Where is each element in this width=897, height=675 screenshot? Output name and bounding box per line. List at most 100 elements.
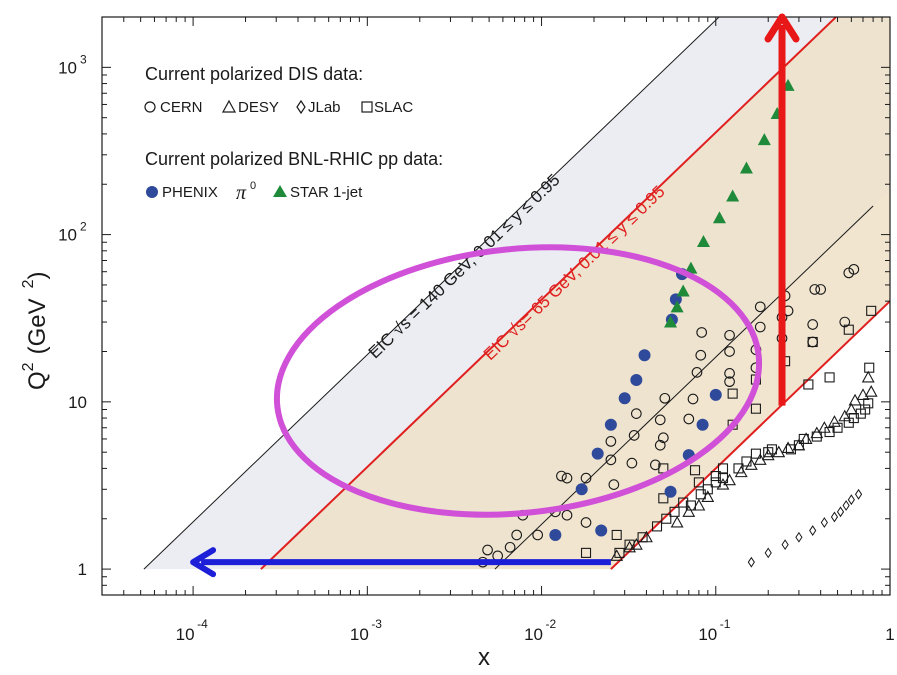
point-slac <box>710 471 721 482</box>
point-cern <box>815 284 827 295</box>
point-star-1-jet <box>664 315 678 328</box>
desy-legend-marker <box>221 99 237 113</box>
point-cern <box>608 479 620 490</box>
point-slac <box>637 532 648 543</box>
legend-jlab: JLab <box>308 99 341 116</box>
point-slac <box>614 547 625 558</box>
point-cern <box>561 472 573 484</box>
point-star-1-jet <box>739 161 753 174</box>
legend-phenix: PHENIX <box>162 184 218 201</box>
red-arrow-head <box>764 13 800 43</box>
point-cern <box>580 472 592 484</box>
point-desy <box>610 549 624 561</box>
x-axis-title: x <box>478 644 490 671</box>
point-phenix <box>618 392 631 405</box>
point-jlab <box>842 500 850 511</box>
point-cern <box>659 392 671 404</box>
x-tick-label-exp: -1 <box>720 617 731 631</box>
point-slac <box>661 513 672 524</box>
point-desy <box>761 448 775 461</box>
point-star-1-jet <box>712 211 726 224</box>
point-slac <box>864 362 875 373</box>
point-desy <box>861 370 875 383</box>
point-cern <box>724 368 735 379</box>
y-tick-label: 1 <box>78 560 87 579</box>
legend-pi: π <box>236 182 247 204</box>
point-desy <box>682 505 696 517</box>
point-slac <box>727 388 738 399</box>
highlight-ellipse <box>273 244 763 518</box>
y-tick-label-exp: 3 <box>80 52 87 66</box>
point-cern <box>683 413 695 425</box>
x-tick-label: 1 <box>885 625 894 644</box>
point-cern <box>657 432 669 444</box>
point-desy <box>701 490 715 502</box>
point-cern <box>556 470 567 482</box>
legend-star: STAR 1-jet <box>290 184 363 201</box>
point-jlab <box>795 531 803 543</box>
point-desy <box>864 385 878 397</box>
y-axis-title: Q2(GeV2) <box>20 272 51 391</box>
star-legend-marker <box>273 185 287 197</box>
point-desy <box>844 402 858 415</box>
point-slac <box>807 336 818 348</box>
y-tick-label: 10 <box>58 58 77 77</box>
x-tick-label-exp: -4 <box>197 617 208 631</box>
point-slac <box>741 456 752 467</box>
point-phenix <box>591 447 604 460</box>
point-desy <box>744 458 758 470</box>
legend-pi-sup: 0 <box>250 180 256 192</box>
point-jlab <box>747 556 755 568</box>
point-phenix <box>664 485 677 498</box>
point-cern <box>754 301 766 313</box>
point-slac <box>689 465 701 476</box>
point-cern <box>691 367 703 378</box>
point-jlab <box>809 525 817 536</box>
x-tick-label: 10 <box>524 625 543 644</box>
point-cern <box>605 436 617 447</box>
point-cern <box>809 284 821 295</box>
point-star-1-jet <box>696 234 710 247</box>
blue-arrow-head <box>190 547 217 578</box>
point-cern <box>724 376 735 388</box>
point-slac <box>717 473 729 484</box>
band-1 <box>260 17 890 570</box>
point-desy <box>781 441 795 454</box>
point-slac <box>763 447 774 458</box>
point-phenix <box>638 349 651 362</box>
point-slac <box>685 500 696 511</box>
point-star-1-jet <box>757 133 771 146</box>
y-tick-label: 10 <box>58 226 77 245</box>
point-slac <box>750 448 761 459</box>
point-jlab <box>820 517 828 528</box>
point-cern <box>650 459 661 471</box>
point-cern <box>630 408 642 419</box>
point-cern <box>754 321 766 333</box>
legend-dis-title: Current polarized DIS data: <box>145 64 363 84</box>
point-phenix <box>575 483 588 496</box>
point-slac <box>863 398 874 409</box>
y-tick-label-exp: 2 <box>80 220 87 234</box>
point-desy <box>734 465 748 478</box>
point-cern <box>696 327 708 338</box>
point-cern <box>561 509 573 521</box>
point-star-1-jet <box>684 261 698 274</box>
point-phenix <box>549 528 562 541</box>
band-0-left-line <box>143 17 720 570</box>
point-star-1-jet <box>670 300 684 313</box>
legend-rhic-title: Current polarized BNL-RHIC pp data: <box>145 149 443 169</box>
point-cern <box>724 346 735 357</box>
point-slac <box>669 506 680 517</box>
point-slac <box>717 463 729 474</box>
point-slac <box>843 324 854 335</box>
point-slac <box>824 372 835 383</box>
x-tick-label: 10 <box>698 625 717 644</box>
point-jlab <box>764 547 772 559</box>
point-slac <box>803 379 814 390</box>
cern-legend-marker <box>144 101 156 113</box>
point-desy <box>723 473 737 486</box>
point-slac <box>733 463 744 474</box>
plot-frame <box>101 16 891 596</box>
point-cern <box>695 349 707 361</box>
point-slac <box>693 477 704 488</box>
